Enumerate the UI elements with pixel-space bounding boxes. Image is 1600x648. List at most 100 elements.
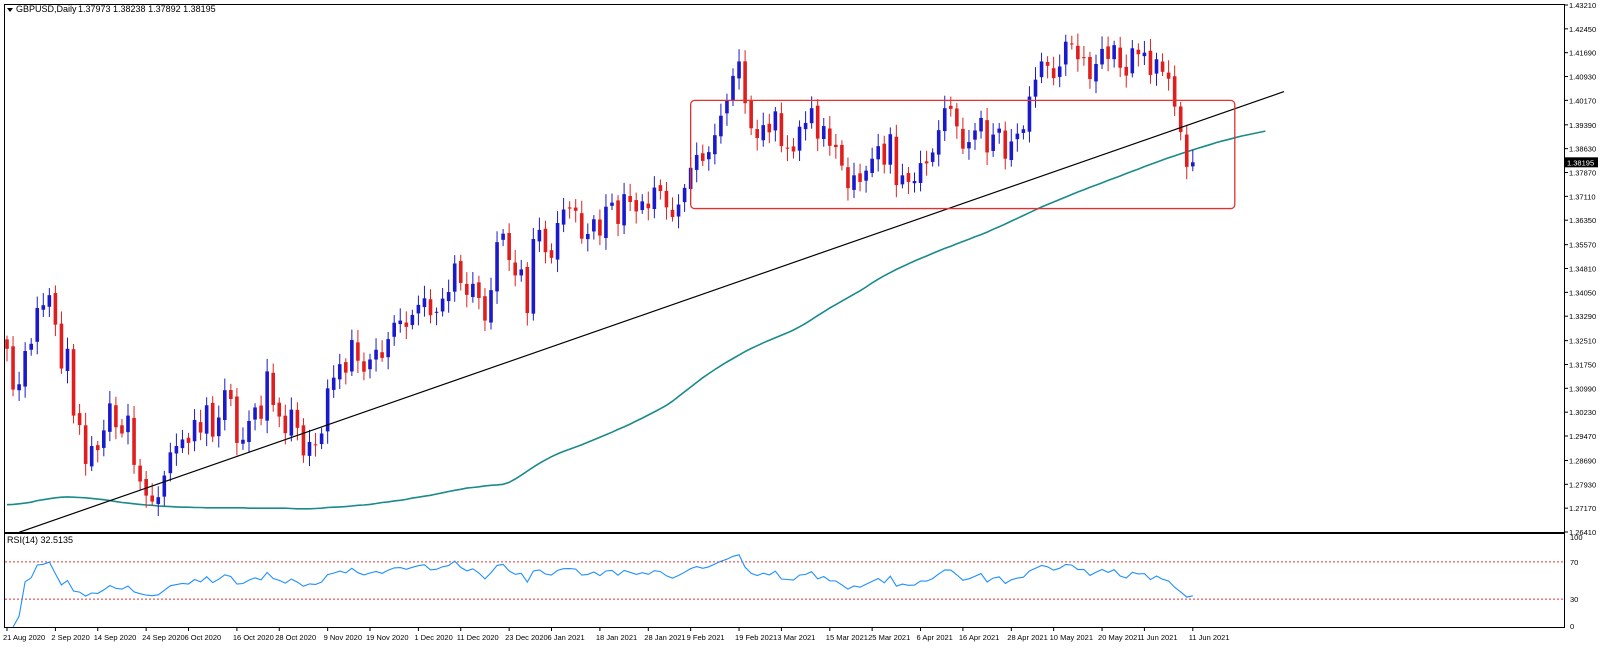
- range-rectangle[interactable]: [690, 99, 1236, 210]
- candle-body[interactable]: [83, 425, 88, 464]
- candle-body[interactable]: [973, 130, 977, 140]
- candle-body[interactable]: [495, 242, 499, 292]
- candle-body[interactable]: [828, 128, 832, 146]
- candle-body[interactable]: [949, 105, 953, 109]
- candle-body[interactable]: [743, 61, 747, 104]
- candle-body[interactable]: [797, 126, 802, 151]
- candle-body[interactable]: [350, 340, 354, 372]
- candle-body[interactable]: [700, 153, 705, 161]
- candle-body[interactable]: [519, 269, 524, 276]
- candle-body[interactable]: [676, 204, 681, 217]
- candle-body[interactable]: [1003, 130, 1008, 159]
- candle-body[interactable]: [120, 425, 124, 434]
- candle-body[interactable]: [422, 298, 427, 308]
- candle-body[interactable]: [537, 229, 542, 242]
- candle-body[interactable]: [337, 364, 342, 380]
- candle-body[interactable]: [102, 430, 106, 448]
- candle-body[interactable]: [458, 261, 463, 283]
- candle-body[interactable]: [573, 207, 578, 211]
- candle-body[interactable]: [586, 233, 590, 240]
- candle-body[interactable]: [888, 134, 893, 165]
- candle-body[interactable]: [186, 437, 191, 443]
- candle-body[interactable]: [707, 152, 711, 160]
- candle-body[interactable]: [767, 123, 772, 133]
- candle-body[interactable]: [126, 415, 130, 433]
- candle-body[interactable]: [283, 415, 288, 434]
- candle-body[interactable]: [271, 372, 275, 405]
- candle-body[interactable]: [610, 202, 614, 206]
- candle-body[interactable]: [374, 349, 378, 360]
- candle-body[interactable]: [858, 173, 862, 182]
- candle-body[interactable]: [325, 388, 330, 432]
- candle-body[interactable]: [1039, 61, 1044, 78]
- candle-body[interactable]: [634, 200, 638, 212]
- candle-body[interactable]: [592, 219, 596, 232]
- candle-body[interactable]: [846, 167, 850, 189]
- candle-body[interactable]: [773, 111, 778, 131]
- candles-layer[interactable]: [5, 33, 1195, 517]
- candle-body[interactable]: [65, 348, 70, 371]
- candle-body[interactable]: [719, 115, 723, 137]
- candle-body[interactable]: [1070, 43, 1074, 45]
- candle-body[interactable]: [803, 122, 808, 130]
- candle-body[interactable]: [513, 262, 517, 276]
- candle-body[interactable]: [1088, 56, 1092, 80]
- candle-body[interactable]: [561, 209, 566, 225]
- candle-body[interactable]: [1136, 49, 1141, 55]
- candle-body[interactable]: [465, 283, 469, 295]
- candle-body[interactable]: [1094, 63, 1098, 82]
- candle-body[interactable]: [216, 417, 221, 437]
- candle-body[interactable]: [313, 444, 318, 446]
- candle-body[interactable]: [1130, 48, 1135, 74]
- candle-body[interactable]: [779, 113, 784, 147]
- candle-body[interactable]: [737, 61, 741, 79]
- candle-body[interactable]: [543, 228, 548, 253]
- candle-body[interactable]: [1142, 52, 1147, 57]
- candle-body[interactable]: [604, 206, 608, 239]
- candle-body[interactable]: [815, 105, 820, 139]
- candle-body[interactable]: [997, 128, 1001, 133]
- candle-body[interactable]: [731, 75, 735, 101]
- candle-body[interactable]: [761, 125, 766, 141]
- candle-body[interactable]: [223, 390, 227, 421]
- candle-body[interactable]: [210, 402, 215, 437]
- candle-body[interactable]: [89, 446, 94, 467]
- candle-body[interactable]: [1191, 162, 1195, 167]
- candle-body[interactable]: [434, 311, 439, 313]
- candle-body[interactable]: [440, 298, 445, 312]
- candle-body[interactable]: [277, 402, 282, 417]
- candle-body[interactable]: [942, 108, 947, 132]
- candle-body[interactable]: [265, 371, 269, 421]
- candle-body[interactable]: [95, 445, 100, 451]
- candle-body[interactable]: [1009, 141, 1014, 161]
- candle-body[interactable]: [446, 292, 451, 302]
- candle-body[interactable]: [1100, 48, 1104, 65]
- candle-body[interactable]: [840, 144, 844, 166]
- candle-body[interactable]: [967, 142, 971, 149]
- candle-body[interactable]: [1063, 41, 1068, 65]
- candle-body[interactable]: [180, 439, 185, 449]
- candle-body[interactable]: [882, 143, 887, 165]
- candle-body[interactable]: [870, 158, 874, 173]
- candle-body[interactable]: [598, 219, 602, 236]
- candle-body[interactable]: [59, 323, 64, 369]
- candle-body[interactable]: [114, 405, 118, 428]
- candle-body[interactable]: [150, 495, 154, 502]
- candle-body[interactable]: [525, 266, 530, 314]
- candle-body[interactable]: [386, 339, 390, 358]
- candle-body[interactable]: [567, 207, 572, 209]
- annotations-layer[interactable]: [18, 91, 1285, 533]
- candle-body[interactable]: [664, 190, 669, 208]
- candle-body[interactable]: [477, 282, 481, 298]
- candle-body[interactable]: [1184, 134, 1189, 167]
- candle-body[interactable]: [531, 239, 536, 314]
- candle-body[interactable]: [307, 441, 312, 456]
- candle-body[interactable]: [1166, 72, 1171, 79]
- candle-body[interactable]: [1021, 129, 1026, 133]
- candle-body[interactable]: [640, 201, 645, 211]
- candle-body[interactable]: [646, 203, 651, 209]
- candle-body[interactable]: [918, 163, 923, 183]
- candle-body[interactable]: [616, 200, 620, 224]
- candle-body[interactable]: [344, 362, 348, 373]
